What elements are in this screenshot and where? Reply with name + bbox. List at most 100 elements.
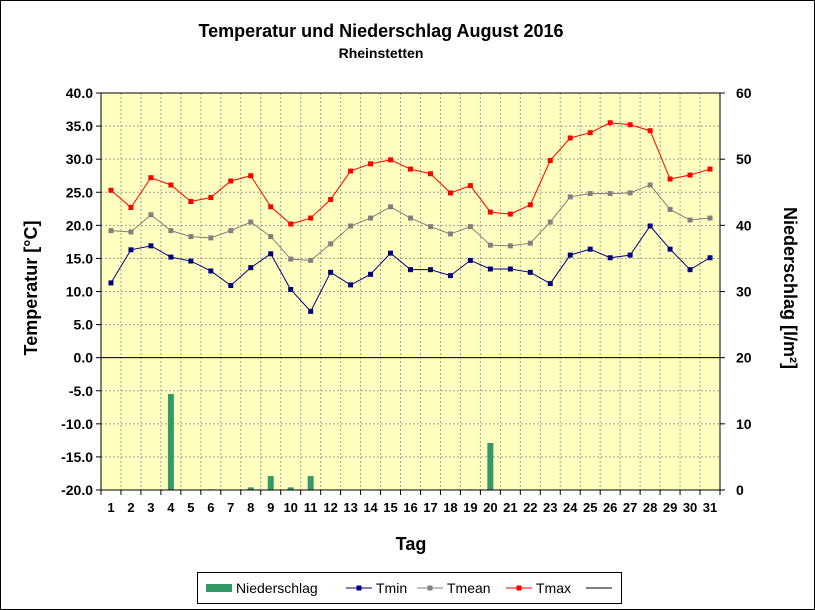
left-tick-label: -10.0 [61, 416, 93, 432]
left-tick-label: 30.0 [66, 151, 93, 167]
point-tmin [507, 266, 513, 272]
right-tick-label: 20 [736, 350, 752, 366]
legend-swatch-tmean [417, 585, 443, 591]
right-tick-label: 30 [736, 284, 752, 300]
x-tick-label: 25 [583, 500, 597, 515]
point-tmin [707, 255, 713, 261]
x-tick-label: 27 [623, 500, 637, 515]
point-tmax [168, 182, 174, 188]
legend-item-tmax: Tmax [506, 573, 571, 603]
point-tmin [368, 271, 374, 277]
point-tmean [507, 243, 513, 249]
legend-item-niederschlag: Niederschlag [206, 573, 318, 603]
point-tmin [687, 267, 693, 273]
legend-item-tmean: Tmean [417, 573, 491, 603]
x-tick-label: 21 [503, 500, 517, 515]
legend-swatch-tmax [506, 585, 532, 591]
point-tmin [208, 268, 214, 274]
point-tmin [527, 269, 533, 275]
left-tick-label: 10.0 [66, 284, 93, 300]
point-tmean [228, 228, 234, 234]
x-tick-label: 31 [703, 500, 717, 515]
point-tmax [328, 197, 334, 203]
left-tick-label: 15.0 [66, 250, 93, 266]
precipitation-bar [267, 476, 274, 490]
left-tick-label: 20.0 [66, 217, 93, 233]
point-tmin [607, 255, 613, 261]
chart-subtitle: Rheinstetten [338, 45, 424, 61]
legend-label-tmean: Tmean [447, 580, 491, 596]
point-tmean [687, 217, 693, 223]
point-tmin [388, 250, 394, 256]
point-tmean [467, 224, 473, 230]
point-tmin [248, 265, 254, 271]
point-tmin [128, 247, 134, 253]
point-tmax [527, 202, 533, 208]
x-tick-label: 17 [423, 500, 437, 515]
point-tmin [467, 257, 473, 263]
point-tmean [348, 223, 354, 229]
point-tmin [647, 223, 653, 229]
point-tmean [627, 190, 633, 196]
point-tmean [368, 215, 374, 221]
precipitation-bar [247, 487, 254, 490]
x-tick-label: 1 [107, 500, 114, 515]
left-tick-label: -15.0 [61, 449, 93, 465]
point-tmin [348, 282, 354, 288]
x-tick-label: 7 [227, 500, 234, 515]
point-tmean [408, 215, 413, 221]
point-tmin [427, 267, 433, 273]
right-tick-label: 50 [736, 151, 752, 167]
legend-item-blank [586, 573, 612, 603]
precipitation-bar [287, 487, 294, 490]
precipitation-bar [167, 394, 174, 490]
point-tmax [447, 190, 453, 196]
point-tmean [308, 257, 314, 263]
x-tick-label: 29 [663, 500, 677, 515]
point-tmin [447, 273, 453, 279]
x-tick-label: 2 [127, 500, 134, 515]
point-tmax [308, 215, 314, 221]
point-tmean [567, 194, 573, 200]
point-tmean [148, 212, 154, 218]
x-tick-label: 5 [187, 500, 194, 515]
x-tick-label: 28 [643, 500, 657, 515]
point-tmax [188, 199, 194, 205]
x-tick-label: 20 [483, 500, 497, 515]
point-tmax [667, 176, 673, 182]
point-tmax [348, 168, 354, 174]
legend-label-tmin: Tmin [376, 580, 408, 596]
legend-swatch-niederschlag [206, 584, 232, 592]
point-tmax [268, 204, 274, 210]
point-tmax [487, 209, 493, 215]
point-tmin [188, 258, 194, 264]
point-tmean [667, 206, 673, 212]
x-tick-label: 22 [523, 500, 537, 515]
legend-label-tmax: Tmax [536, 580, 571, 596]
point-tmax [368, 161, 374, 167]
point-tmax [467, 183, 473, 189]
point-tmean [288, 256, 294, 262]
left-axis-ticks: 40.0 35.0 30.0 25.0 20.0 15.0 10.0 5.0 0.0 -5.0 -1… [61, 85, 101, 498]
point-tmin [328, 269, 334, 275]
x-tick-label: 12 [323, 500, 337, 515]
point-tmean [268, 234, 274, 240]
right-tick-label: 10 [736, 416, 752, 432]
x-tick-label: 8 [247, 500, 254, 515]
legend-item-tmin: Tmin [346, 573, 407, 603]
point-tmax [248, 173, 254, 179]
point-tmax [128, 204, 134, 210]
right-tick-label: 60 [736, 85, 752, 101]
point-tmax [587, 130, 593, 136]
x-tick-label: 14 [363, 500, 378, 515]
point-tmean [427, 224, 433, 230]
left-tick-label: 25.0 [66, 184, 93, 200]
x-tick-label: 23 [543, 500, 557, 515]
precipitation-bar [487, 443, 494, 490]
point-tmin [228, 283, 234, 289]
temperature-lines [108, 120, 713, 314]
point-tmax [427, 171, 433, 177]
x-tick-label: 18 [443, 500, 457, 515]
left-tick-label: 40.0 [66, 85, 93, 101]
point-tmax [567, 135, 573, 141]
